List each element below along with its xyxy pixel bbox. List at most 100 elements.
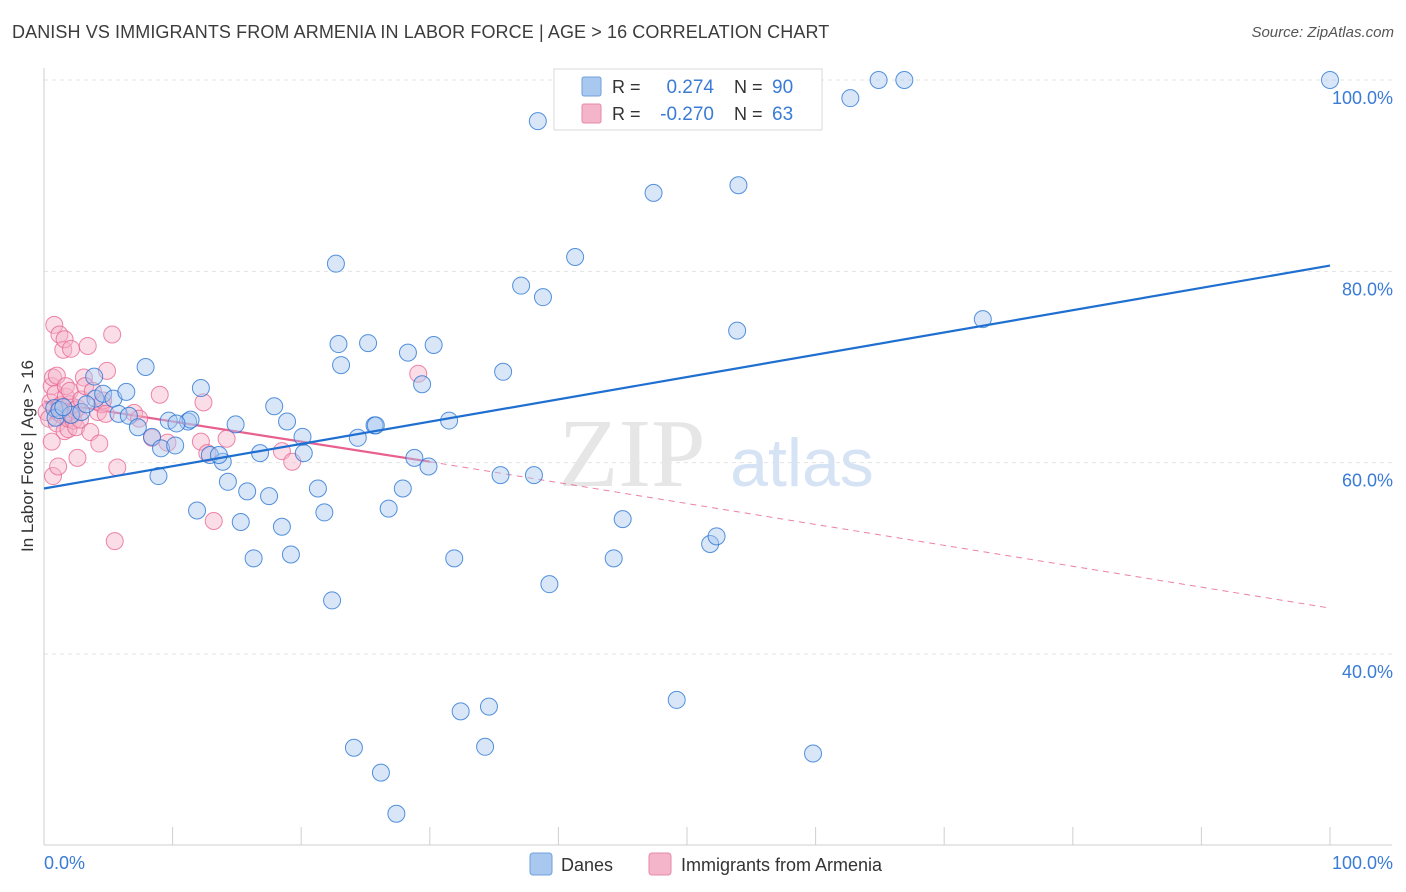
danes-point — [332, 356, 351, 375]
danes-point — [209, 446, 228, 465]
armenia-point — [198, 444, 217, 463]
danes-point — [533, 288, 552, 307]
armenia-point — [55, 330, 74, 349]
danes-point — [540, 575, 559, 594]
danes-point — [512, 276, 531, 295]
x-tick-label-min: 0.0% — [44, 853, 85, 873]
y-tick-label: 100.0% — [1332, 88, 1393, 108]
armenia-swatch — [581, 103, 602, 124]
danes-point — [524, 466, 543, 485]
danes-point — [479, 697, 498, 716]
chart-title: DANISH VS IMMIGRANTS FROM ARMENIA IN LAB… — [12, 22, 830, 42]
armenia-point — [96, 404, 115, 423]
armenia-trendline — [43, 400, 1331, 609]
source-credit: Source: ZipAtlas.com — [1251, 24, 1394, 41]
danes-point — [440, 411, 459, 430]
danes-point — [604, 549, 623, 568]
danes-point — [136, 358, 155, 376]
danes-point — [476, 737, 495, 756]
armenia-n-value: 63 — [772, 104, 793, 125]
armenia-point — [62, 339, 81, 358]
watermark: ZIP atlas — [559, 400, 874, 508]
danes-point — [869, 71, 888, 89]
armenia-point — [71, 410, 90, 429]
danes-point — [1321, 71, 1339, 89]
danes-point — [260, 487, 279, 506]
armenia-point — [108, 458, 127, 477]
danes-point — [117, 382, 136, 401]
danes-point — [895, 71, 914, 89]
danes-point — [238, 482, 257, 501]
legend-armenia-swatch — [648, 852, 672, 876]
y-axis-label: In Labor Force | Age > 16 — [18, 360, 37, 552]
armenia-point — [125, 403, 144, 422]
danes-point — [729, 176, 748, 195]
danes-point — [379, 499, 398, 518]
danes-point — [226, 415, 245, 434]
armenia-point — [204, 512, 223, 531]
danes-r-value: 0.274 — [666, 77, 714, 98]
armenia-point — [194, 393, 213, 412]
danes-point — [973, 310, 992, 329]
danes-point — [167, 414, 186, 433]
armenia-trend-solid — [43, 400, 430, 463]
danes-point — [707, 527, 726, 546]
armenia-point — [44, 467, 63, 486]
danes-point — [413, 375, 432, 394]
x-tick-labels: 0.0% 100.0% — [44, 853, 1393, 873]
armenia-point — [49, 457, 68, 476]
danes-point — [77, 395, 96, 414]
danes-point — [181, 410, 200, 429]
danes-point — [387, 804, 406, 823]
danes-point — [445, 549, 464, 568]
danes-r-label: R = — [612, 77, 641, 97]
watermark-atlas: atlas — [730, 425, 874, 501]
danes-point — [278, 412, 297, 431]
danes-point — [644, 183, 663, 202]
danes-trendline — [43, 264, 1331, 490]
danes-point — [272, 517, 291, 536]
danes-point — [323, 591, 342, 610]
danes-point — [701, 534, 720, 553]
danes-point — [218, 472, 237, 491]
armenia-point — [68, 448, 87, 467]
danes-point — [85, 367, 104, 386]
danes-point — [265, 397, 284, 416]
danes-point — [152, 439, 171, 458]
armenia-point — [150, 385, 169, 404]
danes-point — [94, 384, 113, 403]
armenia-point — [78, 336, 97, 355]
armenia-r-label: R = — [612, 104, 641, 124]
danes-point — [359, 334, 378, 353]
danes-point — [398, 343, 417, 362]
watermark-zip: ZIP — [559, 400, 706, 508]
danes-point — [371, 763, 390, 782]
y-tick-labels: 40.0% 60.0% 80.0% 100.0% — [1332, 88, 1393, 682]
legend-armenia-label: Immigrants from Armenia — [681, 855, 883, 875]
danes-point — [728, 321, 747, 340]
danes-point — [308, 479, 327, 498]
danes-point — [326, 254, 345, 273]
danes-point — [329, 335, 348, 354]
danes-swatch — [581, 76, 602, 97]
danes-point — [528, 112, 547, 131]
armenia-n-label: N = — [734, 104, 763, 124]
danes-point — [494, 362, 513, 381]
danes-point — [424, 335, 443, 354]
danes-point — [281, 545, 300, 564]
danes-point — [804, 744, 823, 763]
danes-trend-line — [43, 264, 1331, 490]
danes-point — [667, 690, 686, 709]
danes-point — [451, 702, 470, 721]
stats-legend-box: R = 0.274 N = 90 R = -0.270 N = 63 — [553, 68, 823, 131]
axes — [43, 68, 1392, 846]
gridlines — [44, 79, 1392, 655]
legend-danes-label: Danes — [561, 855, 613, 875]
armenia-point — [50, 325, 69, 344]
danes-point — [613, 510, 632, 529]
armenia-point — [47, 366, 66, 385]
danes-n-value: 90 — [772, 77, 793, 98]
series-legend: Danes Immigrants from Armenia — [529, 852, 883, 876]
danes-point — [841, 89, 860, 108]
danes-point — [315, 503, 334, 522]
